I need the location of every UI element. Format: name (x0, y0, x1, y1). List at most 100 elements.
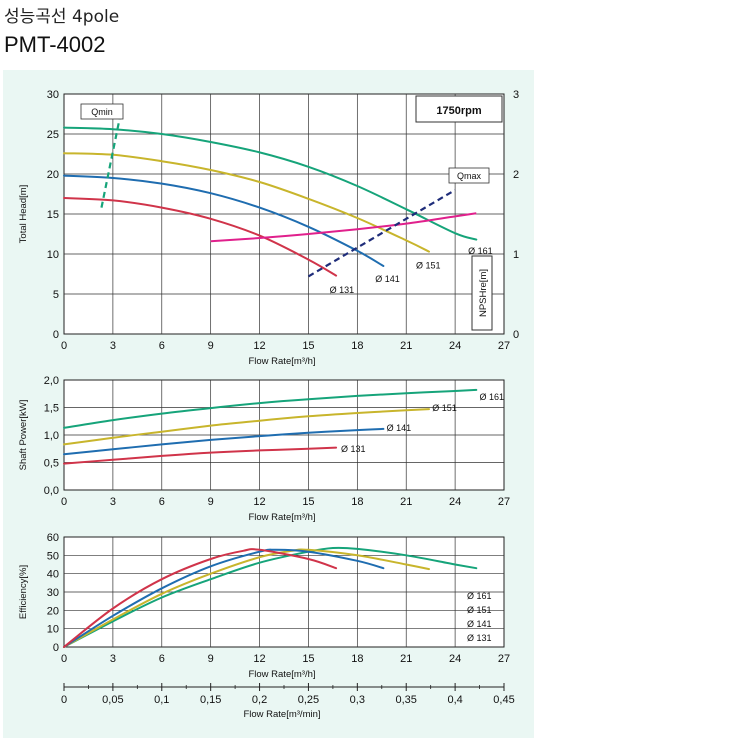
power-diameter-label: Ø 161 (480, 392, 505, 402)
power-series-line-d161 (63, 388, 478, 429)
power-diameter-label: Ø 141 (387, 423, 412, 433)
efficiency-series-line-d131 (63, 548, 338, 648)
head-x-tick-label: 18 (351, 340, 363, 352)
power-y-axis-label: Shaft Power[kW] (18, 400, 29, 471)
power-y-tick-label: 0,0 (44, 485, 59, 497)
head-x-tick-label: 15 (302, 340, 314, 352)
power-y-tick-label: 0,5 (44, 458, 59, 470)
efficiency-x-tick-label: 0 (61, 653, 67, 665)
efficiency-y-tick-label: 10 (47, 624, 59, 636)
power-x-tick-label: 6 (159, 496, 165, 508)
efficiency-y-tick-label: 30 (47, 587, 59, 599)
qmin-label-box (80, 103, 124, 120)
efficiency-legend-entry: Ø 131 (467, 633, 492, 643)
head-series-line-d151 (63, 152, 430, 253)
efficiency-legend-entry: Ø 141 (467, 619, 492, 629)
head-x-tick-label: 12 (253, 340, 265, 352)
head-y-tick-label: 0 (53, 329, 59, 341)
efficiency-series-line-d141 (63, 548, 385, 648)
power-series-line-d131 (63, 446, 338, 465)
power-x-axis-label: Flow Rate[m³/h] (248, 512, 315, 523)
m3min-tick-label: 0,3 (350, 694, 365, 706)
m3min-tick-label: 0,45 (493, 694, 514, 706)
efficiency-x-axis-label: Flow Rate[m³/h] (248, 669, 315, 680)
power-y-tick-label: 1,5 (44, 403, 59, 415)
head-y-tick-label: 10 (47, 249, 59, 261)
power-x-tick-label: 0 (61, 496, 67, 508)
head-y-tick-label: 15 (47, 209, 59, 221)
power-x-tick-label: 21 (400, 496, 412, 508)
efficiency-x-tick-label: 15 (302, 653, 314, 665)
efficiency-y-tick-label: 20 (47, 605, 59, 617)
efficiency-y-tick-label: 50 (47, 550, 59, 562)
head-x-tick-label: 21 (400, 340, 412, 352)
efficiency-legend-entry: Ø 161 (467, 591, 492, 601)
efficiency-x-tick-label: 27 (498, 653, 510, 665)
npshre-axis-label: NPSHre[m] (478, 269, 489, 317)
power-y-tick-label: 1,0 (44, 430, 59, 442)
m3min-tick-label: 0,05 (102, 694, 123, 706)
qmax-label-box (448, 167, 490, 184)
power-series-line-d141 (63, 427, 385, 456)
efficiency-x-tick-label: 6 (159, 653, 165, 665)
efficiency-x-tick-label: 9 (208, 653, 214, 665)
head-y2-tick-label: 2 (513, 169, 519, 181)
m3min-tick-label: 0,2 (252, 694, 267, 706)
head-y-axis-label: Total Head[m] (18, 185, 29, 244)
efficiency-x-tick-label: 24 (449, 653, 461, 665)
efficiency-y-tick-label: 60 (47, 532, 59, 544)
page-title: 성능곡선 4pole (4, 7, 120, 27)
head-x-tick-label: 24 (449, 340, 461, 352)
m3min-tick-label: 0,25 (298, 694, 319, 706)
efficiency-y-tick-label: 0 (53, 642, 59, 654)
efficiency-x-tick-label: 21 (400, 653, 412, 665)
head-x-tick-label: 27 (498, 340, 510, 352)
head-x-tick-label: 0 (61, 340, 67, 352)
head-y-tick-label: 25 (47, 129, 59, 141)
head-series-line-d161 (63, 126, 478, 241)
m3min-tick-label: 0,4 (447, 694, 462, 706)
power-x-tick-label: 18 (351, 496, 363, 508)
head-x-tick-label: 6 (159, 340, 165, 352)
npshre-label-box (471, 255, 493, 331)
m3min-tick-label: 0,15 (200, 694, 221, 706)
m3min-tick-label: 0 (61, 694, 67, 706)
m3min-tick-label: 0,35 (396, 694, 417, 706)
efficiency-y-axis-label: Efficiency[%] (18, 565, 29, 619)
head-x-tick-label: 9 (208, 340, 214, 352)
rpm-label: 1750rpm (436, 105, 481, 117)
rpm-box (415, 95, 503, 123)
head-y-tick-label: 5 (53, 289, 59, 301)
head-y2-tick-label: 3 (513, 89, 519, 101)
head-y2-tick-label: 0 (513, 329, 519, 341)
power-x-tick-label: 24 (449, 496, 461, 508)
npshre-curve (210, 212, 477, 243)
head-y-tick-label: 30 (47, 89, 59, 101)
efficiency-x-tick-label: 12 (253, 653, 265, 665)
m3min-axis-label: Flow Rate[m³/min] (243, 709, 320, 720)
power-diameter-label: Ø 131 (341, 444, 366, 454)
qmax-label: Qmax (457, 171, 482, 181)
power-x-tick-label: 27 (498, 496, 510, 508)
efficiency-x-tick-label: 18 (351, 653, 363, 665)
power-x-tick-label: 12 (253, 496, 265, 508)
efficiency-x-tick-label: 3 (110, 653, 116, 665)
power-x-tick-label: 3 (110, 496, 116, 508)
m3min-tick-label: 0,1 (154, 694, 169, 706)
head-x-axis-label: Flow Rate[m³/h] (248, 356, 315, 367)
efficiency-legend-entry: Ø 151 (467, 605, 492, 615)
power-x-tick-label: 9 (208, 496, 214, 508)
head-y-tick-label: 20 (47, 169, 59, 181)
qmin-line (100, 111, 123, 208)
head-diameter-label: Ø 141 (375, 274, 400, 284)
head-diameter-label: Ø 151 (416, 260, 441, 270)
power-series-line-d151 (63, 408, 430, 446)
head-series-line-d131 (63, 197, 338, 277)
power-diameter-label: Ø 151 (432, 403, 457, 413)
head-y2-tick-label: 1 (513, 249, 519, 261)
head-x-tick-label: 3 (110, 340, 116, 352)
qmin-label: Qmin (91, 107, 113, 117)
head-diameter-label: Ø 131 (330, 285, 355, 295)
power-x-tick-label: 15 (302, 496, 314, 508)
